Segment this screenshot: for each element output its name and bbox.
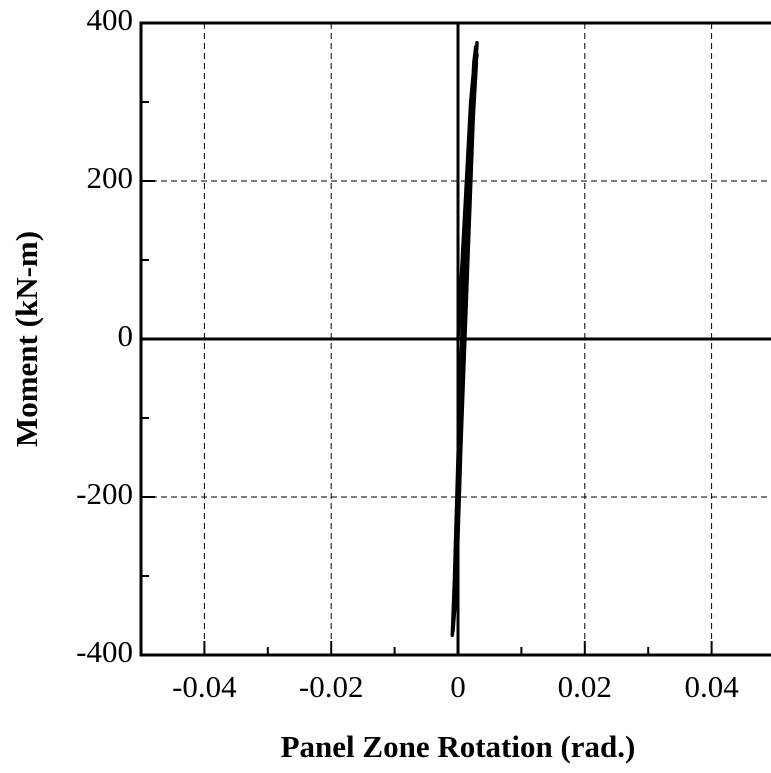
series-line	[450, 41, 479, 637]
x-axis-title: Panel Zone Rotation (rad.)	[281, 729, 636, 764]
x-tick-label: 0.02	[558, 669, 612, 704]
y-tick-label: -400	[76, 634, 133, 669]
x-tick-label: 0	[450, 669, 466, 704]
y-tick-label: 0	[118, 318, 134, 353]
x-tick-label: -0.04	[172, 669, 237, 704]
y-tick-label: 200	[87, 160, 134, 195]
y-tick-label: 400	[87, 2, 134, 37]
x-tick-label: 0.04	[684, 669, 739, 704]
x-tick-label: -0.02	[299, 669, 364, 704]
y-axis-title: Moment (kN-m)	[9, 231, 44, 447]
plot-frame	[139, 21, 771, 657]
y-tick-label: -200	[76, 476, 133, 511]
